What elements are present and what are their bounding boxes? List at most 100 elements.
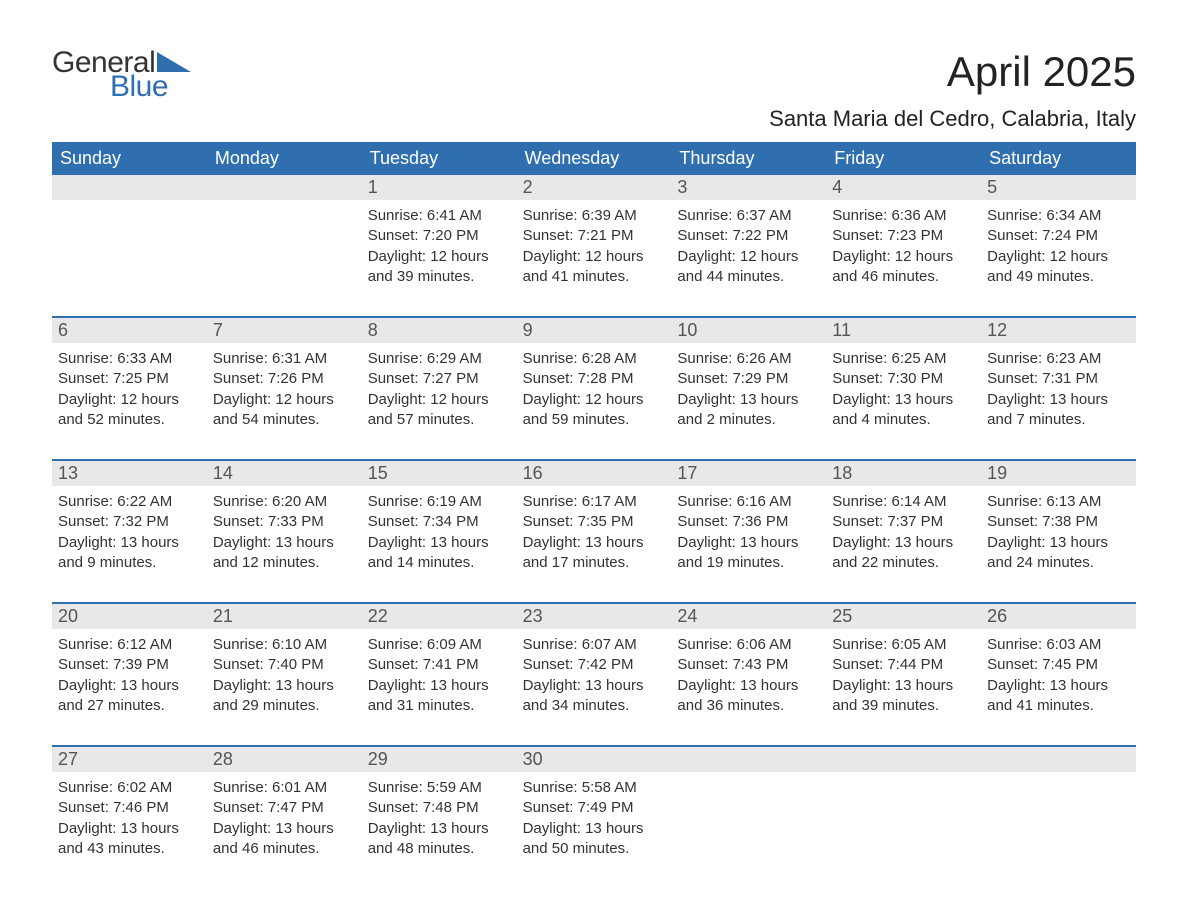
day-sunset: Sunset: 7:43 PM: [677, 655, 820, 675]
day-sunset: Sunset: 7:33 PM: [213, 512, 356, 532]
day-cell: Sunrise: 6:14 AMSunset: 7:37 PMDaylight:…: [826, 486, 981, 582]
day-sunrise: Sunrise: 6:03 AM: [987, 635, 1130, 655]
dow-sunday: Sunday: [52, 142, 207, 175]
day-number: 23: [517, 602, 672, 629]
location-subtitle: Santa Maria del Cedro, Calabria, Italy: [769, 106, 1136, 132]
day-number: 25: [826, 602, 981, 629]
day-sunset: Sunset: 7:36 PM: [677, 512, 820, 532]
day-daylight2: and 39 minutes.: [368, 267, 511, 287]
dow-thursday: Thursday: [671, 142, 826, 175]
day-daylight1: Daylight: 13 hours: [987, 533, 1130, 553]
day-sunrise: Sunrise: 6:34 AM: [987, 206, 1130, 226]
day-number: 18: [826, 459, 981, 486]
day-daylight2: and 59 minutes.: [523, 410, 666, 430]
day-cell: Sunrise: 6:41 AMSunset: 7:20 PMDaylight:…: [362, 200, 517, 296]
dow-monday: Monday: [207, 142, 362, 175]
day-cell: Sunrise: 6:17 AMSunset: 7:35 PMDaylight:…: [517, 486, 672, 582]
day-sunset: Sunset: 7:26 PM: [213, 369, 356, 389]
day-sunset: Sunset: 7:24 PM: [987, 226, 1130, 246]
day-cell: Sunrise: 6:22 AMSunset: 7:32 PMDaylight:…: [52, 486, 207, 582]
day-cell: Sunrise: 6:39 AMSunset: 7:21 PMDaylight:…: [517, 200, 672, 296]
day-number: [52, 175, 207, 200]
day-cell: Sunrise: 6:16 AMSunset: 7:36 PMDaylight:…: [671, 486, 826, 582]
day-sunset: Sunset: 7:30 PM: [832, 369, 975, 389]
day-sunset: Sunset: 7:48 PM: [368, 798, 511, 818]
day-number: [207, 175, 362, 200]
logo: General Blue: [52, 48, 191, 102]
day-sunrise: Sunrise: 6:39 AM: [523, 206, 666, 226]
day-sunset: Sunset: 7:23 PM: [832, 226, 975, 246]
day-sunrise: Sunrise: 6:13 AM: [987, 492, 1130, 512]
day-sunrise: Sunrise: 6:14 AM: [832, 492, 975, 512]
day-sunrise: Sunrise: 6:29 AM: [368, 349, 511, 369]
day-daylight2: and 48 minutes.: [368, 839, 511, 859]
day-cell: Sunrise: 6:25 AMSunset: 7:30 PMDaylight:…: [826, 343, 981, 439]
day-daylight2: and 41 minutes.: [523, 267, 666, 287]
day-sunrise: Sunrise: 6:36 AM: [832, 206, 975, 226]
day-sunset: Sunset: 7:22 PM: [677, 226, 820, 246]
dow-friday: Friday: [826, 142, 981, 175]
day-daylight2: and 52 minutes.: [58, 410, 201, 430]
day-cell: Sunrise: 6:28 AMSunset: 7:28 PMDaylight:…: [517, 343, 672, 439]
day-daylight1: Daylight: 13 hours: [368, 676, 511, 696]
day-daylight1: Daylight: 12 hours: [832, 247, 975, 267]
day-sunset: Sunset: 7:21 PM: [523, 226, 666, 246]
day-cell: Sunrise: 6:23 AMSunset: 7:31 PMDaylight:…: [981, 343, 1136, 439]
day-sunrise: Sunrise: 6:28 AM: [523, 349, 666, 369]
day-number: 1: [362, 175, 517, 200]
day-cell: Sunrise: 6:13 AMSunset: 7:38 PMDaylight:…: [981, 486, 1136, 582]
day-number: 14: [207, 459, 362, 486]
day-daylight2: and 49 minutes.: [987, 267, 1130, 287]
day-sunset: Sunset: 7:29 PM: [677, 369, 820, 389]
day-sunset: Sunset: 7:42 PM: [523, 655, 666, 675]
day-daylight1: Daylight: 13 hours: [213, 533, 356, 553]
day-cell: [207, 200, 362, 296]
day-daylight1: Daylight: 13 hours: [832, 533, 975, 553]
day-daylight1: Daylight: 12 hours: [368, 247, 511, 267]
day-cell: [52, 200, 207, 296]
day-number: [671, 745, 826, 772]
day-sunrise: Sunrise: 5:58 AM: [523, 778, 666, 798]
day-number: 2: [517, 175, 672, 200]
day-cell: Sunrise: 6:10 AMSunset: 7:40 PMDaylight:…: [207, 629, 362, 725]
day-daylight2: and 31 minutes.: [368, 696, 511, 716]
day-sunrise: Sunrise: 6:19 AM: [368, 492, 511, 512]
day-sunrise: Sunrise: 6:01 AM: [213, 778, 356, 798]
day-cell: Sunrise: 6:05 AMSunset: 7:44 PMDaylight:…: [826, 629, 981, 725]
day-cell: Sunrise: 6:29 AMSunset: 7:27 PMDaylight:…: [362, 343, 517, 439]
day-sunset: Sunset: 7:32 PM: [58, 512, 201, 532]
day-cell: Sunrise: 6:06 AMSunset: 7:43 PMDaylight:…: [671, 629, 826, 725]
day-daylight2: and 43 minutes.: [58, 839, 201, 859]
day-sunset: Sunset: 7:46 PM: [58, 798, 201, 818]
day-number: 28: [207, 745, 362, 772]
day-sunset: Sunset: 7:41 PM: [368, 655, 511, 675]
dow-tuesday: Tuesday: [362, 142, 517, 175]
day-sunset: Sunset: 7:38 PM: [987, 512, 1130, 532]
day-sunset: Sunset: 7:45 PM: [987, 655, 1130, 675]
day-number: 3: [671, 175, 826, 200]
day-daylight1: Daylight: 13 hours: [987, 676, 1130, 696]
day-sunrise: Sunrise: 6:09 AM: [368, 635, 511, 655]
day-number: 15: [362, 459, 517, 486]
day-number: 16: [517, 459, 672, 486]
day-number: [826, 745, 981, 772]
day-sunrise: Sunrise: 6:07 AM: [523, 635, 666, 655]
day-sunset: Sunset: 7:27 PM: [368, 369, 511, 389]
day-cell: Sunrise: 6:03 AMSunset: 7:45 PMDaylight:…: [981, 629, 1136, 725]
day-sunset: Sunset: 7:44 PM: [832, 655, 975, 675]
day-daylight2: and 4 minutes.: [832, 410, 975, 430]
day-sunset: Sunset: 7:40 PM: [213, 655, 356, 675]
day-cell: Sunrise: 5:59 AMSunset: 7:48 PMDaylight:…: [362, 772, 517, 868]
day-sunrise: Sunrise: 6:05 AM: [832, 635, 975, 655]
day-daylight1: Daylight: 12 hours: [213, 390, 356, 410]
day-daylight1: Daylight: 13 hours: [523, 819, 666, 839]
day-daylight1: Daylight: 13 hours: [832, 390, 975, 410]
day-number: 17: [671, 459, 826, 486]
day-cell: [981, 772, 1136, 868]
day-cell: Sunrise: 6:09 AMSunset: 7:41 PMDaylight:…: [362, 629, 517, 725]
day-daylight2: and 54 minutes.: [213, 410, 356, 430]
day-number: 19: [981, 459, 1136, 486]
day-daylight2: and 44 minutes.: [677, 267, 820, 287]
day-sunrise: Sunrise: 6:22 AM: [58, 492, 201, 512]
day-cell: Sunrise: 6:36 AMSunset: 7:23 PMDaylight:…: [826, 200, 981, 296]
